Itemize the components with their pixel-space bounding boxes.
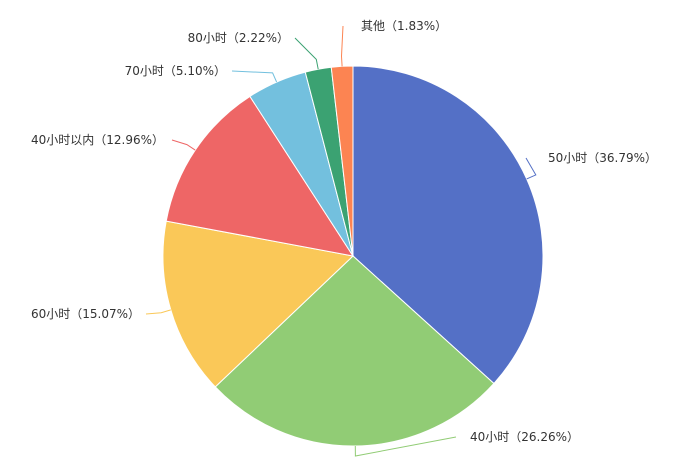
pie-slice-60小时[interactable] <box>162 220 355 388</box>
leader-line-80小时 <box>294 37 319 70</box>
slice-label-80小时: 80小时（2.22%） <box>188 31 289 45</box>
pie-labels: 50小时（36.79%） 40小时（26.26%） 60小时（15.07%） 40小时… <box>31 19 657 457</box>
slice-label-50小时: 50小时（36.79%） <box>548 151 657 165</box>
leader-line-60小时 <box>145 309 171 315</box>
leader-line-40小时以内 <box>171 139 196 151</box>
leader-line-40小时 <box>354 436 457 457</box>
leader-line-50小时 <box>525 157 537 180</box>
leader-line-70小时 <box>231 70 278 83</box>
pie-slice-40小时以内[interactable] <box>165 95 355 257</box>
pie-slice-50小时[interactable] <box>352 65 544 385</box>
slice-label-60小时: 60小时（15.07%） <box>31 307 140 321</box>
pie-slice-40小时[interactable] <box>214 255 495 447</box>
slice-label-40小时: 40小时（26.26%） <box>470 430 579 444</box>
slice-label-40小时以内: 40小时以内（12.96%） <box>31 133 164 147</box>
pie-slice-其他[interactable] <box>330 65 354 257</box>
pie-slices <box>162 65 544 447</box>
leader-line-其他 <box>340 25 344 67</box>
slice-label-70小时: 70小时（5.10%） <box>125 64 226 78</box>
slice-label-其他: 其他（1.83%） <box>361 19 447 33</box>
